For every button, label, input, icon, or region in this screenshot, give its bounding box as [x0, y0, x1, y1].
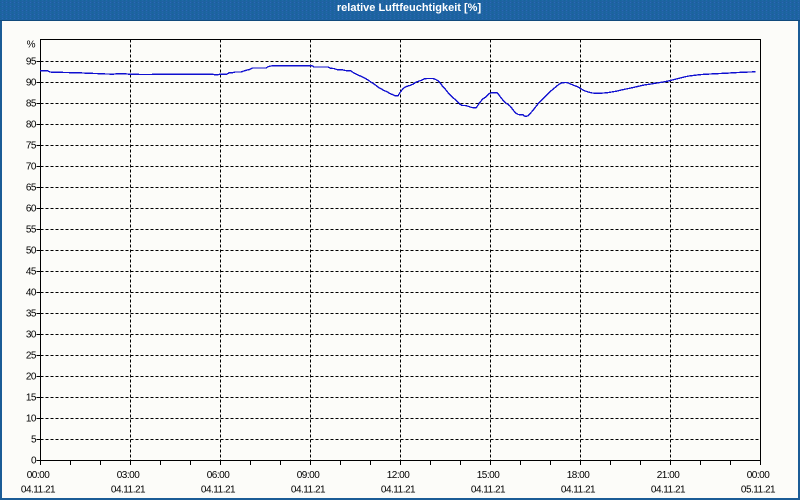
svg-text:35: 35 — [26, 309, 37, 320]
svg-text:60: 60 — [26, 204, 37, 215]
svg-text:70: 70 — [26, 162, 37, 173]
svg-text:40: 40 — [26, 288, 37, 299]
svg-text:15: 15 — [26, 393, 37, 404]
svg-text:06:00: 06:00 — [207, 470, 230, 481]
svg-text:20: 20 — [26, 372, 37, 383]
svg-text:04.11.21: 04.11.21 — [381, 485, 416, 496]
svg-text:21:00: 21:00 — [657, 470, 680, 481]
svg-text:04.11.21: 04.11.21 — [651, 485, 686, 496]
svg-text:04.11.21: 04.11.21 — [471, 485, 506, 496]
svg-text:04.11.21: 04.11.21 — [111, 485, 146, 496]
svg-text:%: % — [27, 40, 36, 51]
svg-text:04.11.21: 04.11.21 — [21, 485, 56, 496]
svg-text:03:00: 03:00 — [117, 470, 140, 481]
svg-text:95: 95 — [26, 57, 37, 68]
svg-text:25: 25 — [26, 351, 37, 362]
svg-text:45: 45 — [26, 267, 37, 278]
svg-text:12:00: 12:00 — [387, 470, 410, 481]
svg-text:0: 0 — [31, 456, 37, 467]
svg-text:04.11.21: 04.11.21 — [561, 485, 596, 496]
svg-text:10: 10 — [26, 414, 37, 425]
svg-text:65: 65 — [26, 183, 37, 194]
svg-text:00:00: 00:00 — [27, 470, 50, 481]
svg-text:15:00: 15:00 — [477, 470, 500, 481]
svg-text:04.11.21: 04.11.21 — [201, 485, 236, 496]
svg-text:18:00: 18:00 — [567, 470, 590, 481]
svg-text:5: 5 — [31, 435, 37, 446]
svg-text:05.11.21: 05.11.21 — [741, 485, 776, 496]
svg-text:75: 75 — [26, 141, 37, 152]
svg-text:00:00: 00:00 — [747, 470, 770, 481]
svg-text:04.11.21: 04.11.21 — [291, 485, 326, 496]
svg-text:50: 50 — [26, 246, 37, 257]
svg-text:80: 80 — [26, 120, 37, 131]
svg-text:55: 55 — [26, 225, 37, 236]
svg-text:30: 30 — [26, 330, 37, 341]
svg-text:85: 85 — [26, 99, 37, 110]
svg-text:09:00: 09:00 — [297, 470, 320, 481]
svg-text:90: 90 — [26, 78, 37, 89]
